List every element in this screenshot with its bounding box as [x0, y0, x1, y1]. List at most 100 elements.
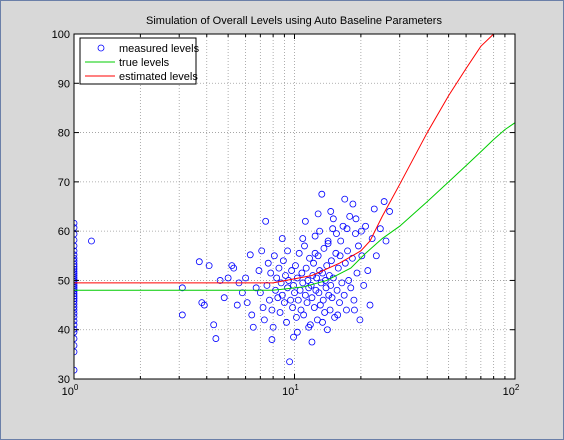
y-tick-label: 40	[58, 325, 70, 337]
measured-level-point	[281, 299, 288, 307]
measured-level-point	[269, 323, 277, 331]
y-tick-label: 50	[58, 275, 70, 287]
measured-level-point	[74, 272, 78, 279]
measured-level-point	[238, 289, 246, 297]
measured-level-point	[74, 303, 78, 311]
measured-level-point	[334, 311, 342, 319]
measured-level-point	[74, 283, 78, 291]
measured-level-point	[370, 205, 378, 213]
measured-level-point	[74, 281, 78, 289]
y-tick-label: 60	[58, 226, 70, 238]
measured-level-point	[74, 313, 78, 321]
measured-level-point	[230, 264, 238, 272]
measured-level-point	[380, 198, 388, 205]
measured-level-point	[74, 300, 78, 308]
measured-level-point	[74, 306, 78, 314]
measured-level-point	[243, 299, 251, 307]
measured-level-point	[294, 296, 302, 304]
measured-level-point	[368, 235, 376, 242]
measured-level-point	[255, 267, 263, 274]
measured-level-point	[258, 247, 266, 255]
measured-level-point	[310, 304, 318, 311]
measured-level-point	[212, 335, 220, 342]
measured-level-point	[337, 237, 345, 245]
measured-level-point	[329, 274, 337, 282]
measured-level-point	[246, 251, 254, 259]
measured-level-point	[74, 247, 78, 255]
measured-level-point	[74, 292, 78, 300]
legend-label-measured-levels: measured levels	[119, 43, 200, 55]
measured-level-point	[346, 212, 354, 220]
y-tick-label: 80	[58, 128, 70, 140]
chart-title: Simulation of Overall Levels using Auto …	[146, 15, 442, 27]
measured-level-point	[256, 289, 264, 297]
measured-level-point	[262, 217, 270, 225]
measured-level-point	[293, 328, 301, 336]
measured-level-point	[290, 333, 297, 341]
measured-level-point	[74, 257, 78, 265]
measured-level-point	[334, 264, 342, 272]
measured-level-point	[74, 310, 78, 317]
measured-level-point	[259, 304, 267, 311]
measured-level-point	[283, 318, 290, 326]
measured-level-point	[327, 257, 335, 265]
measured-level-point	[382, 237, 390, 245]
measured-level-point	[360, 281, 368, 289]
measured-level-point	[343, 225, 351, 233]
measured-level-point	[74, 276, 78, 283]
measured-level-point	[341, 195, 349, 203]
measured-level-point	[74, 297, 78, 305]
measured-level-point	[329, 225, 337, 233]
measured-level-point	[252, 284, 260, 292]
measured-level-point	[264, 259, 272, 267]
measured-level-point	[74, 295, 78, 303]
measured-level-point	[248, 311, 256, 319]
x-tick-exponent: 0	[74, 383, 79, 392]
measured-level-point	[295, 249, 303, 257]
measured-level-point	[74, 270, 78, 277]
measured-level-point	[358, 252, 366, 260]
measured-level-point	[286, 358, 293, 366]
measured-level-point	[319, 318, 326, 326]
legend-marker-measured-levels	[97, 44, 105, 52]
measured-level-point	[356, 316, 364, 324]
measured-level-point	[338, 279, 346, 287]
measured-level-point	[74, 251, 78, 259]
measured-level-point	[351, 306, 358, 314]
measured-level-point	[178, 284, 186, 292]
measured-level-point	[279, 257, 287, 265]
measured-level-point	[74, 321, 78, 329]
measured-level-point	[364, 267, 372, 274]
measured-level-point	[267, 269, 275, 277]
measured-level-point	[74, 254, 78, 262]
measured-level-point	[288, 267, 295, 274]
measured-level-point	[216, 277, 224, 284]
x-tick-label: 102	[503, 383, 520, 398]
measured-level-point	[277, 279, 285, 287]
measured-level-point	[74, 342, 78, 349]
measured-level-point	[275, 264, 283, 272]
measured-level-point	[315, 289, 323, 297]
measured-level-point	[355, 242, 362, 250]
measured-level-point	[278, 291, 286, 299]
measured-level-point	[333, 230, 340, 238]
measured-level-point	[298, 269, 306, 277]
measured-level-point	[328, 294, 336, 302]
x-tick-label: 101	[282, 383, 299, 398]
measured-level-point	[195, 258, 203, 266]
measured-level-point	[321, 309, 329, 316]
measured-level-point	[316, 301, 324, 309]
measured-level-point	[268, 336, 276, 343]
y-tick-label: 100	[52, 29, 70, 41]
measured-level-point	[386, 208, 394, 215]
y-tick-label: 30	[58, 374, 70, 386]
measured-level-point	[74, 265, 78, 273]
measured-level-point	[352, 230, 359, 238]
measured-level-point	[287, 296, 294, 304]
measured-level-point	[352, 215, 360, 223]
measured-level-point	[205, 262, 213, 270]
measured-level-point	[233, 301, 241, 309]
measured-level-point	[372, 252, 380, 260]
